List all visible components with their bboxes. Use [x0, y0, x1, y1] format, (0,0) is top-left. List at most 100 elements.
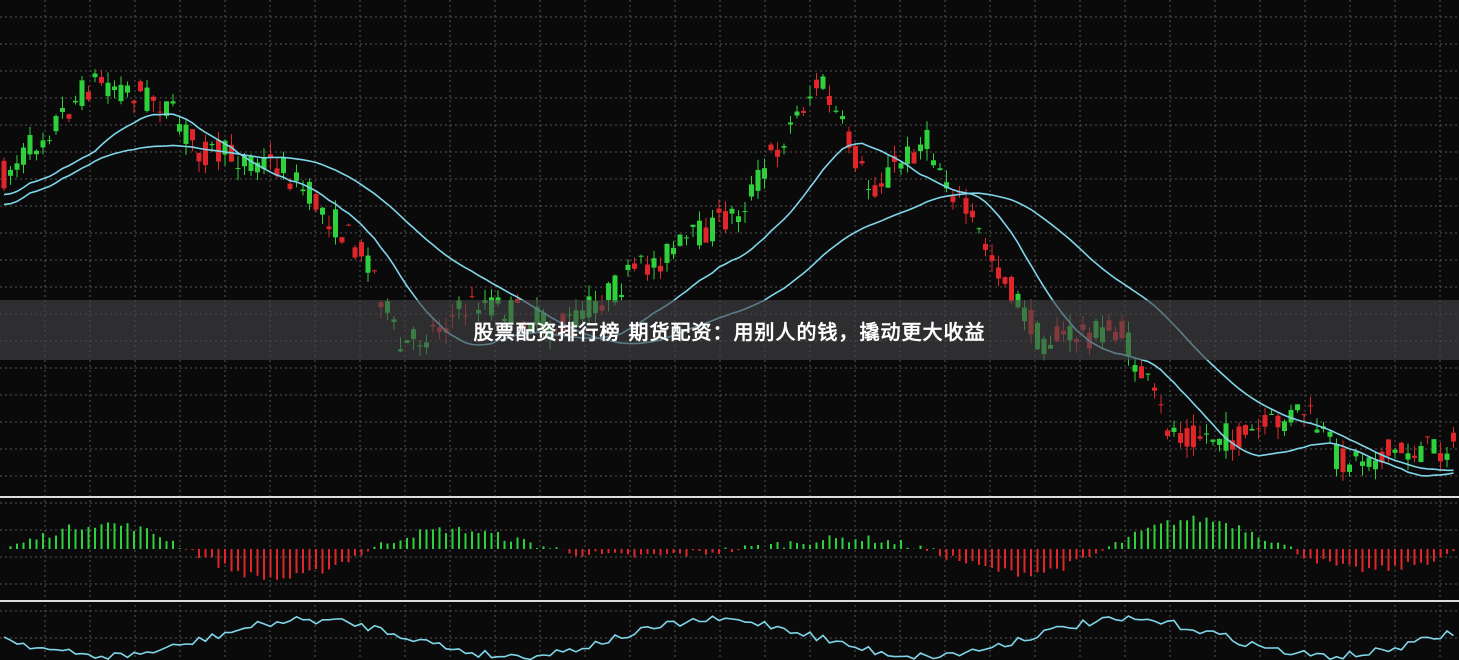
candle	[1412, 455, 1417, 458]
candle	[274, 168, 280, 176]
candle	[1288, 409, 1294, 423]
candle	[1366, 457, 1372, 467]
candle	[1347, 464, 1352, 472]
candle	[950, 196, 956, 203]
candle	[1165, 430, 1170, 436]
candle	[846, 131, 852, 148]
candle	[788, 122, 793, 125]
candle	[1386, 439, 1391, 456]
candle	[1152, 387, 1157, 391]
candle	[924, 129, 930, 149]
moving-average	[3, 113, 1454, 477]
candle	[144, 87, 150, 111]
candle	[749, 184, 754, 197]
candle	[1139, 366, 1144, 379]
candle	[807, 96, 813, 99]
candle	[333, 209, 338, 238]
candle	[1425, 436, 1430, 438]
candle	[911, 152, 917, 164]
oscillator-line	[3, 615, 1454, 660]
candle	[1191, 425, 1196, 448]
candle	[690, 224, 696, 227]
candle	[248, 156, 254, 172]
candle	[372, 270, 377, 272]
candle	[177, 124, 182, 132]
candle	[73, 100, 78, 103]
candle	[1308, 405, 1313, 407]
candle	[781, 146, 787, 148]
candle	[14, 163, 20, 170]
candle	[196, 152, 202, 162]
candle	[203, 141, 208, 166]
banner-text: 股票配资排行榜 期货配资：用别人的钱，撬动更大收益	[473, 319, 986, 344]
candle	[671, 247, 676, 255]
candle	[313, 194, 319, 210]
candle	[729, 208, 735, 214]
candle	[1145, 373, 1151, 375]
candle	[684, 237, 689, 239]
candle	[66, 114, 72, 119]
candle	[996, 267, 1001, 279]
candle	[931, 160, 936, 166]
candle	[125, 85, 130, 93]
candle	[1132, 365, 1138, 372]
candle	[736, 216, 741, 223]
candle	[905, 146, 910, 165]
candle	[606, 283, 611, 301]
candle	[1184, 428, 1190, 447]
candle	[710, 217, 715, 242]
candle	[827, 95, 832, 105]
candle	[326, 226, 332, 230]
candle	[1301, 414, 1307, 416]
candle	[768, 144, 774, 151]
candle	[1230, 440, 1235, 450]
candle	[339, 237, 345, 243]
candle	[346, 224, 351, 226]
candle	[1009, 276, 1014, 302]
candle	[105, 82, 111, 97]
candle	[1197, 436, 1203, 439]
candle	[112, 86, 117, 91]
candle	[664, 243, 670, 263]
candle	[1314, 429, 1320, 433]
candle	[866, 189, 871, 191]
candle	[190, 129, 195, 141]
candle	[209, 143, 215, 146]
candle	[183, 124, 189, 144]
candle	[157, 111, 163, 113]
candle	[833, 110, 839, 112]
candle	[118, 84, 124, 102]
candle	[1262, 415, 1268, 427]
candle	[320, 207, 325, 215]
candle	[619, 294, 624, 298]
candle	[352, 247, 358, 258]
candle	[40, 140, 46, 148]
candle	[27, 135, 33, 155]
candle	[892, 155, 897, 162]
candle	[359, 242, 364, 257]
candle	[1451, 432, 1456, 442]
candle	[1249, 428, 1255, 431]
candle	[638, 255, 644, 257]
candle	[242, 155, 247, 167]
candle	[79, 80, 85, 106]
candle	[1438, 453, 1443, 462]
candle	[1256, 428, 1261, 430]
candle	[1431, 439, 1437, 454]
candle	[677, 234, 683, 246]
candle	[222, 140, 228, 155]
candle	[8, 169, 13, 176]
candle	[1444, 453, 1450, 460]
candle	[872, 185, 878, 197]
candle	[34, 150, 39, 155]
candle	[937, 168, 943, 171]
candle	[1210, 439, 1216, 442]
candle	[1002, 277, 1008, 284]
candle	[131, 100, 137, 104]
candle	[840, 116, 845, 120]
candle	[99, 76, 104, 83]
candle	[1327, 431, 1333, 437]
candle	[885, 167, 891, 188]
candle	[1353, 451, 1359, 457]
candle	[645, 264, 650, 275]
